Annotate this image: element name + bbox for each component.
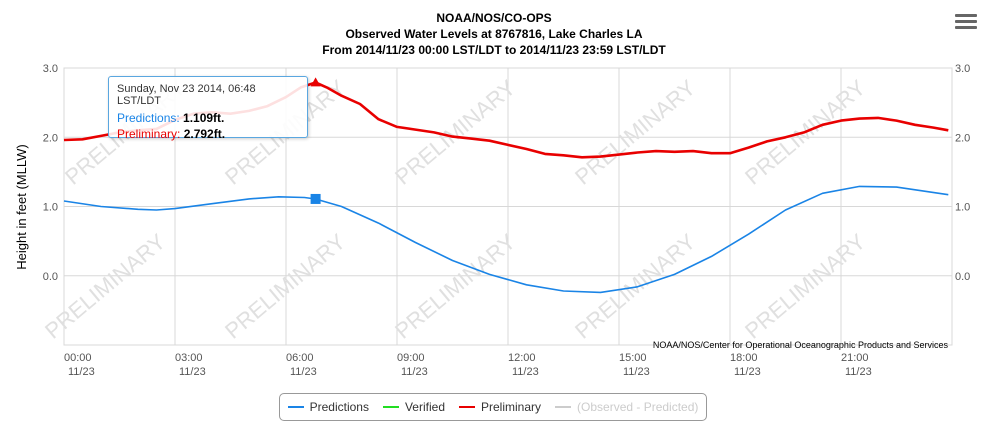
hamburger-menu-icon[interactable] (955, 14, 977, 32)
preliminary-marker (310, 77, 321, 87)
credit-text: NOAA/NOS/Center for Operational Oceanogr… (652, 340, 948, 350)
x-tick-date-7: 11/23 (845, 366, 872, 378)
watermark-2: PRELIMINARY (390, 75, 520, 190)
watermark-3: PRELIMINARY (570, 75, 700, 190)
series-line-predictions (63, 185, 949, 294)
tooltip-preliminary-value: 2.792ft. (183, 127, 226, 141)
legend-item-preliminary[interactable]: Preliminary (459, 400, 541, 414)
legend-label-verified: Verified (404, 400, 445, 414)
x-tick-date-0: 11/23 (68, 366, 95, 378)
tooltip-predictions-value: 1.109ft. (183, 111, 225, 125)
legend-item-verified[interactable]: Verified (382, 400, 445, 414)
x-tick-time-2: 06:00 (286, 352, 314, 364)
watermark-7: PRELIMINARY (390, 229, 520, 344)
tooltip-preliminary-label: Preliminary: (117, 127, 184, 141)
tooltip-predictions-label: Predictions: (117, 111, 184, 125)
legend-swatch-predictions (287, 406, 304, 408)
tooltip-preliminary-row: Preliminary: 2.792ft. (117, 126, 299, 142)
chart-title: NOAA/NOS/CO-OPS Observed Water Levels at… (0, 10, 988, 58)
legend-swatch-verified (382, 406, 399, 408)
legend-label-predictions: Predictions (309, 400, 369, 414)
chart-legend: Predictions Verified Preliminary (Observ… (279, 393, 707, 421)
predictions-marker (310, 193, 321, 204)
x-tick-time-6: 18:00 (730, 352, 758, 364)
axes: 3.0 3.0 2.0 2.0 1.0 1.0 0.0 0.0 00:00 11/23 03:00 1… (43, 63, 971, 378)
y-tick-label-right-2: 1.0 (955, 202, 970, 214)
legend-swatch-preliminary (459, 406, 475, 408)
title-agency: NOAA/NOS/CO-OPS (436, 11, 552, 25)
x-tick-date-6: 11/23 (734, 366, 761, 378)
title-range: From 2014/11/23 00:00 LST/LDT to 2014/11… (322, 43, 666, 57)
x-tick-time-1: 03:00 (175, 352, 203, 364)
y-tick-label-left-2: 1.0 (43, 202, 58, 214)
y-tick-label-right-0: 3.0 (955, 63, 970, 75)
legend-item-predictions[interactable]: Predictions (287, 400, 369, 414)
y-tick-label-right-1: 2.0 (955, 132, 970, 144)
title-station: Observed Water Levels at 8767816, Lake C… (345, 27, 643, 41)
y-tick-label-left-3: 0.0 (43, 271, 58, 283)
watermark-8: PRELIMINARY (570, 229, 700, 344)
watermark-5: PRELIMINARY (40, 229, 170, 344)
x-tick-time-3: 09:00 (397, 352, 425, 364)
watermark-6: PRELIMINARY (220, 229, 350, 344)
x-tick-date-3: 11/23 (401, 366, 428, 378)
y-tick-label-left-0: 3.0 (43, 63, 58, 75)
legend-swatch-difference (555, 406, 572, 408)
legend-label-preliminary: Preliminary (481, 400, 542, 414)
y-tick-label-right-3: 0.0 (955, 271, 970, 283)
x-tick-time-7: 21:00 (841, 352, 869, 364)
x-tick-date-2: 11/23 (290, 366, 317, 378)
y-axis-label: Height in feet (MLLW) (14, 144, 29, 269)
x-tick-time-0: 00:00 (64, 352, 92, 364)
data-tooltip: Sunday, Nov 23 2014, 06:48 LST/LDT Predi… (108, 76, 308, 141)
x-tick-time-4: 12:00 (508, 352, 536, 364)
tooltip-header: Sunday, Nov 23 2014, 06:48 LST/LDT (117, 83, 256, 107)
tooltip-predictions-row: Predictions: 1.109ft. (117, 110, 299, 126)
x-tick-date-1: 11/23 (179, 366, 206, 378)
markers (310, 77, 321, 204)
legend-item-difference[interactable]: (Observed - Predicted) (555, 400, 698, 414)
x-tick-time-5: 15:00 (619, 352, 647, 364)
watermark-9: PRELIMINARY (740, 229, 870, 344)
x-tick-date-5: 11/23 (623, 366, 650, 378)
x-tick-date-4: 11/23 (512, 366, 539, 378)
y-tick-label-left-1: 2.0 (43, 132, 58, 144)
legend-label-difference: (Observed - Predicted) (577, 400, 699, 414)
